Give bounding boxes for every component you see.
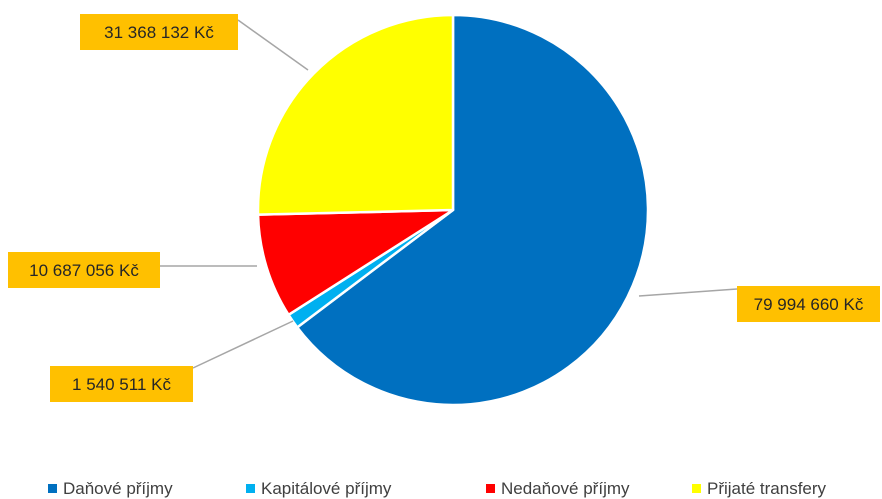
data-label-text: 10 687 056 Kč [29, 261, 139, 280]
data-label-box [8, 252, 160, 288]
legend-swatch [48, 484, 57, 493]
legend: Daňové příjmy Kapitálové příjmy Nedaňové p… [48, 479, 827, 498]
pie-slices [256, 13, 650, 407]
legend-item-kapitalove-prijmy: Kapitálové příjmy [246, 479, 392, 498]
legend-item-prijate-transfery: Přijaté transfery [692, 479, 827, 498]
pie-slice-nedanove-prijmy [256, 208, 455, 317]
leader-line-prijate-transfery [237, 19, 309, 71]
data-label-nedanove-prijmy: 10 687 056 Kč [8, 252, 160, 288]
legend-swatch [692, 484, 701, 493]
data-label-text: 79 994 660 Kč [754, 295, 864, 314]
legend-swatch [486, 484, 495, 493]
data-label-text: 31 368 132 Kč [104, 23, 214, 42]
pie-slice-prijate-transfery [256, 13, 455, 216]
legend-label: Přijaté transfery [707, 479, 827, 498]
data-labels: 79 994 660 Kč 1 540 511 Kč 10 687 056 Kč 31… [8, 14, 880, 402]
legend-label: Daňové příjmy [63, 479, 173, 498]
legend-label: Kapitálové příjmy [261, 479, 392, 498]
legend-item-danove-prijmy: Daňové příjmy [48, 479, 173, 498]
data-label-kapitalove-prijmy: 1 540 511 Kč [50, 366, 193, 402]
data-label-prijate-transfery: 31 368 132 Kč [80, 14, 238, 50]
data-label-box [50, 366, 193, 402]
legend-label: Nedaňové příjmy [501, 479, 630, 498]
pie-slice-danove-prijmy [295, 13, 650, 407]
data-label-box [80, 14, 238, 50]
data-label-danove-prijmy: 79 994 660 Kč [737, 286, 880, 322]
leader-line-kapitalove-prijmy [192, 320, 294, 369]
legend-swatch [246, 484, 255, 493]
data-label-text: 1 540 511 Kč [72, 375, 171, 394]
legend-item-nedanove-prijmy: Nedaňové příjmy [486, 479, 630, 498]
data-label-box [737, 286, 880, 322]
leader-line-danove-prijmy [638, 288, 738, 297]
leader-lines [160, 19, 738, 369]
